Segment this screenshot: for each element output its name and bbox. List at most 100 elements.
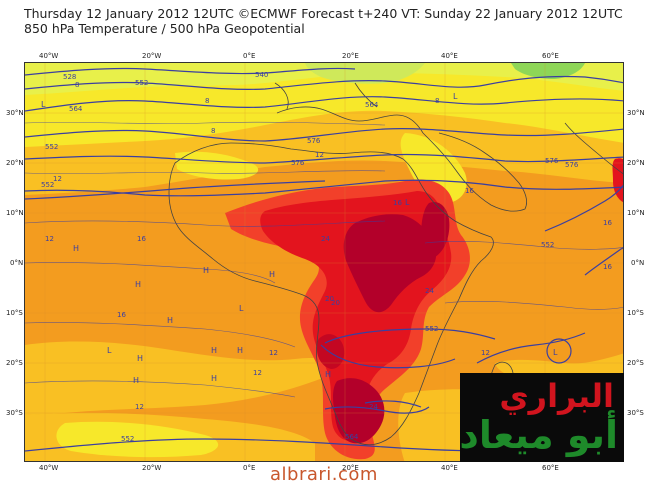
lon-label-top-20e: 20°E — [342, 52, 359, 60]
low-marker: L — [553, 348, 558, 357]
lat-label-right-20n: 20°N — [627, 159, 645, 167]
lat-label-left-30n: 30°N — [6, 109, 24, 117]
low-marker: L — [239, 304, 244, 313]
lon-label-bottom-0e: 0°E — [243, 464, 256, 472]
contour-label: 24 — [369, 403, 378, 411]
contour-label: 576 — [307, 137, 321, 145]
contour-label: 12 — [481, 349, 490, 357]
field-light-orange-south — [25, 341, 329, 415]
contour-label: 576 — [291, 159, 305, 167]
high-marker: H — [133, 376, 139, 385]
watermark-logo: البراري أبو ميعاد — [459, 373, 624, 462]
low-marker: L — [405, 198, 410, 207]
contour-label: 564 — [345, 433, 359, 441]
contour-label: 552 — [541, 241, 554, 249]
lat-label-right-10n: 10°N — [627, 209, 645, 217]
field-green — [511, 63, 585, 79]
contour-label: 12 — [315, 151, 324, 159]
contour-label: 552 — [425, 325, 438, 333]
lon-label-bottom-20w: 20°W — [142, 464, 162, 472]
high-marker: H — [137, 354, 143, 363]
lat-label-right-30n: 30°N — [627, 109, 645, 117]
lat-label-left-10s: 10°S — [6, 309, 23, 317]
contour-label: 16 — [603, 263, 612, 271]
logo-title-bottom: أبو ميعاد — [459, 413, 618, 457]
logo-title-top: البراري — [499, 377, 614, 415]
lon-label-top-0e: 0°E — [243, 52, 256, 60]
lon-label-bottom-20e: 20°E — [342, 464, 359, 472]
field-yellow-arabia — [400, 133, 467, 203]
temperature-contours — [25, 121, 623, 398]
contour-label: 552 — [121, 435, 134, 443]
high-marker: H — [135, 280, 141, 289]
contour-label: 16 — [393, 199, 402, 207]
forecast-title: Thursday 12 January 2012 12UTC ©ECMWF Fo… — [24, 6, 623, 21]
contour-label: 12 — [45, 235, 54, 243]
contour-label: 552 — [45, 143, 58, 151]
field-very-hot-north — [343, 214, 437, 313]
site-watermark: albrari.com — [270, 464, 378, 485]
lat-label-left-30s: 30°S — [6, 409, 23, 417]
geopotential-labels: 528 540 552 564 576 552 552 576 576 552 … — [41, 71, 579, 443]
contour-label: 12 — [135, 403, 144, 411]
low-marker: L — [41, 100, 46, 109]
contour-label: 20 — [325, 295, 334, 303]
lat-label-left-20n: 20°N — [6, 159, 24, 167]
lat-label-left-20s: 20°S — [6, 359, 23, 367]
contour-label: 8 — [435, 97, 439, 105]
lat-label-right-0n: 0°N — [631, 259, 645, 267]
contour-label: 24 — [321, 235, 330, 243]
contour-label: 12 — [53, 175, 62, 183]
low-marker: L — [107, 346, 112, 355]
contour-label: 20 — [331, 299, 340, 307]
pressure-markers: L L L L H H H H H H H H H H L L H — [41, 92, 558, 385]
map-header: Thursday 12 January 2012 12UTC ©ECMWF Fo… — [24, 6, 624, 36]
high-marker: H — [211, 346, 217, 355]
lon-label-top-60e: 60°E — [542, 52, 559, 60]
contour-label: 564 — [69, 105, 83, 113]
lat-label-right-30s: 30°S — [627, 409, 644, 417]
lon-label-top-40e: 40°E — [441, 52, 458, 60]
contour-label: 12 — [253, 369, 262, 377]
low-marker: L — [453, 92, 458, 101]
contour-label: 16 — [117, 311, 126, 319]
contour-label: 8 — [211, 127, 215, 135]
contour-label: 8 — [75, 81, 79, 89]
high-marker: H — [203, 266, 209, 275]
graticule — [25, 63, 623, 461]
contour-label: 12 — [269, 349, 278, 357]
lon-label-top-40w: 40°W — [39, 52, 59, 60]
lat-label-left-10n: 10°N — [6, 209, 24, 217]
contour-label: 8 — [205, 97, 209, 105]
high-marker: H — [325, 370, 331, 379]
lat-label-right-10s: 10°S — [627, 309, 644, 317]
field-very-hot-mid — [317, 334, 345, 369]
field-very-hot-south — [333, 378, 385, 444]
lon-label-bottom-60e: 60°E — [542, 464, 559, 472]
contour-label: 16 — [465, 187, 474, 195]
high-marker: H — [269, 270, 275, 279]
lon-label-bottom-40w: 40°W — [39, 464, 59, 472]
geopotential-contours — [25, 67, 623, 452]
lat-label-right-20s: 20°S — [627, 359, 644, 367]
lat-label-left-0n: 0°N — [10, 259, 24, 267]
contour-label: 552 — [41, 181, 54, 189]
high-marker: H — [211, 374, 217, 383]
lon-label-bottom-40e: 40°E — [441, 464, 458, 472]
variable-title: 850 hPa Temperature / 500 hPa Geopotenti… — [24, 21, 305, 36]
contour-label: 576 — [565, 161, 579, 169]
field-very-hot-east — [421, 201, 450, 258]
contour-label: 540 — [255, 71, 268, 79]
temperature-labels: 8 8 12 12 16 16 16 20 24 24 24 16 12 12 … — [45, 81, 612, 411]
field-red-east-edge — [612, 158, 623, 203]
contour-label: 564 — [365, 101, 379, 109]
contour-label: 576 — [545, 157, 559, 165]
contour-label: 24 — [425, 287, 434, 295]
high-marker: H — [237, 346, 243, 355]
contour-label: 16 — [603, 219, 612, 227]
contour-label: 528 — [63, 73, 76, 81]
field-yellow-south — [56, 421, 219, 458]
high-marker: H — [167, 316, 173, 325]
lon-label-top-20w: 20°W — [142, 52, 162, 60]
contour-label: 16 — [137, 235, 146, 243]
